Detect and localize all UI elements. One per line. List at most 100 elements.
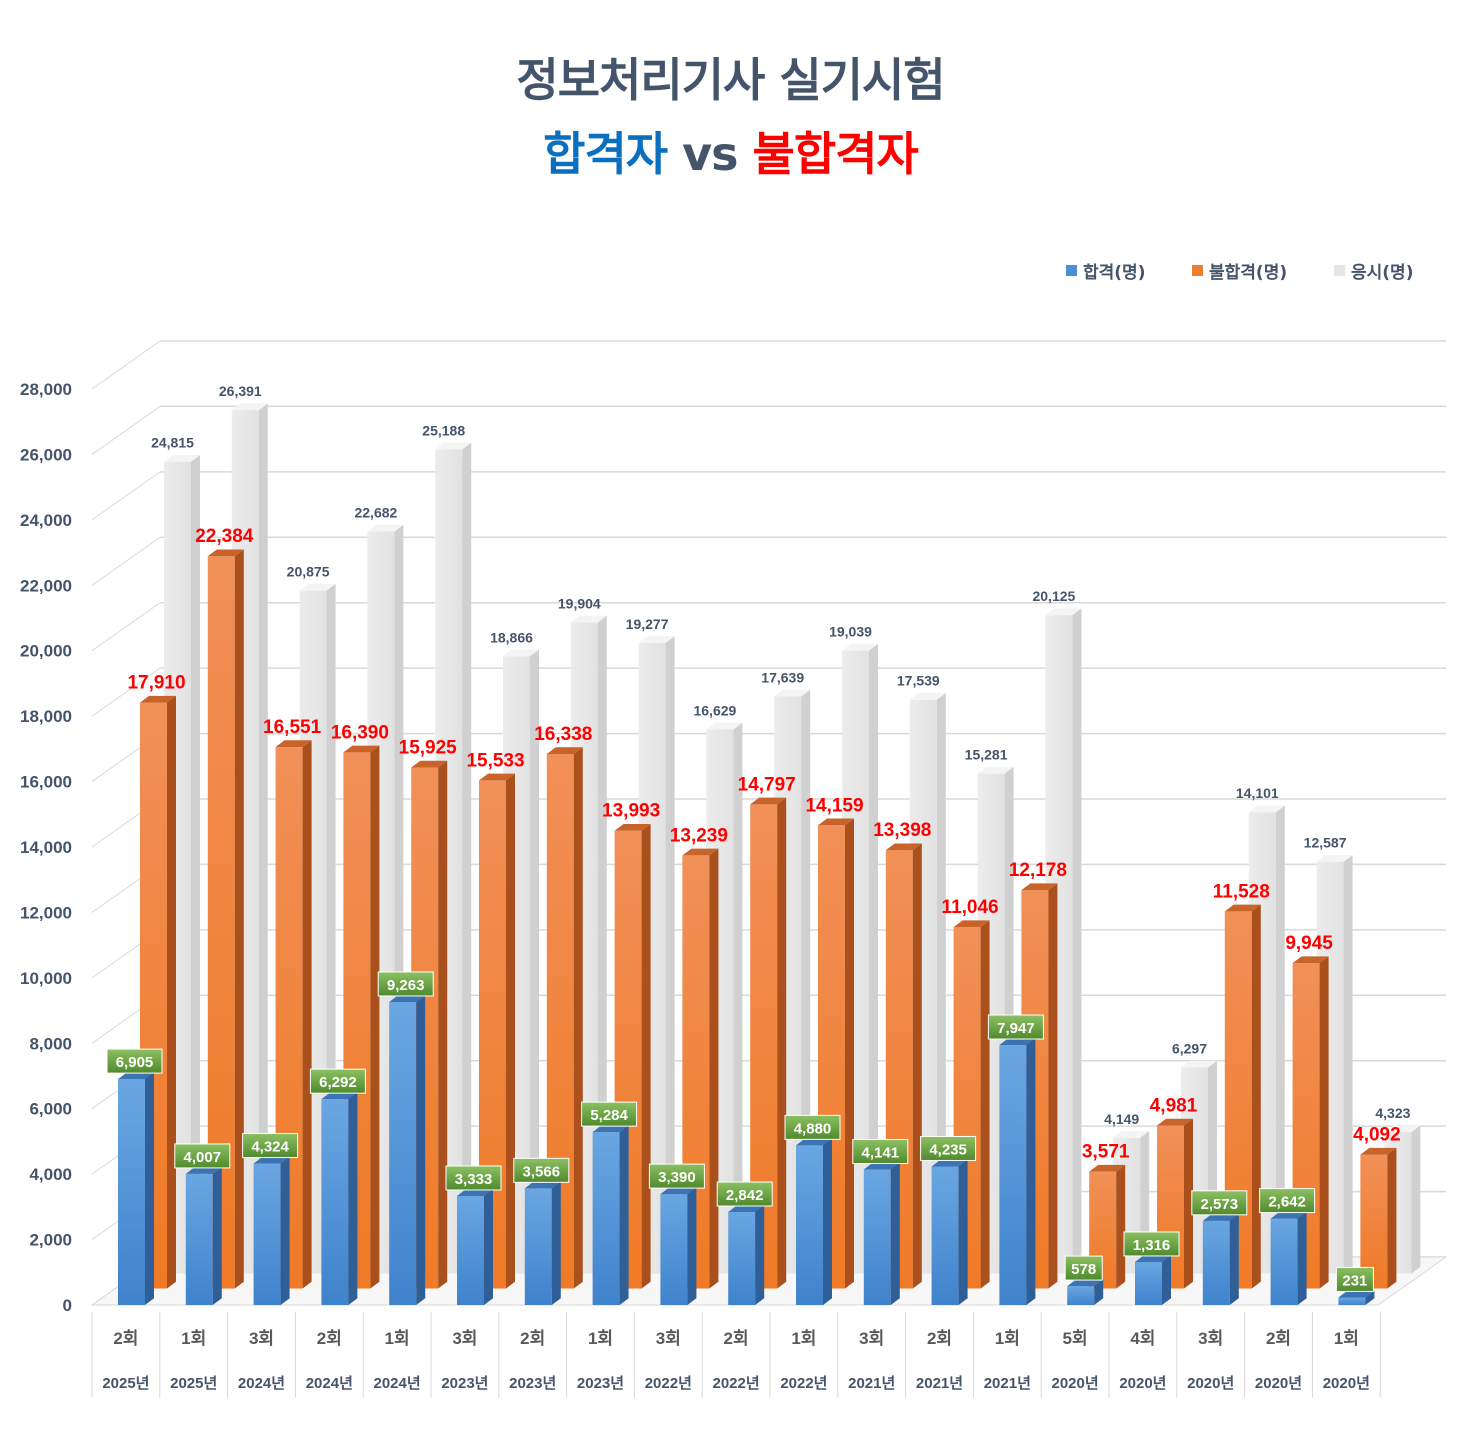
data-label-fail: 4,092 — [1353, 1125, 1401, 1146]
bar-pass-front — [524, 1188, 552, 1305]
category-year: 2022년 — [780, 1375, 827, 1392]
bar-total-side — [530, 649, 539, 1274]
y-tick-label: 4,000 — [29, 1165, 72, 1184]
data-label-total: 25,188 — [422, 422, 465, 438]
data-label-fail: 15,533 — [466, 750, 524, 771]
category-year: 2025년 — [170, 1375, 217, 1392]
bar-pass — [1270, 1211, 1307, 1305]
bar-total-side — [733, 722, 743, 1274]
data-label-total: 17,639 — [761, 669, 804, 685]
data-label-total: 19,277 — [626, 616, 669, 632]
bar-pass-front — [931, 1166, 959, 1305]
data-label-pass: 4,880 — [794, 1120, 832, 1137]
data-label-fail: 4,981 — [1150, 1096, 1198, 1117]
data-label-fail: 11,046 — [942, 897, 999, 918]
data-label-pass: 9,263 — [387, 977, 425, 994]
category-round: 1회 — [995, 1329, 1020, 1348]
bar-fail-top — [1360, 1147, 1397, 1155]
data-label-fail: 16,390 — [331, 722, 389, 743]
y-tick-label: 10,000 — [20, 969, 72, 988]
gridline-diagonal — [91, 602, 161, 652]
bar-pass-front — [389, 1001, 417, 1305]
bar-pass-front — [321, 1099, 349, 1305]
subtitle-fail-word: 불합격자 — [752, 127, 919, 181]
data-label-fail: 16,338 — [534, 724, 592, 745]
data-label-pass-box — [174, 1143, 231, 1169]
category-round: 1회 — [588, 1329, 613, 1348]
bar-pass — [796, 1138, 832, 1305]
y-tick-label: 28,000 — [20, 380, 72, 399]
bar-pass-side — [1365, 1290, 1375, 1305]
y-tick-label: 0 — [63, 1296, 72, 1315]
bar-pass-top — [118, 1072, 154, 1080]
y-tick-label: 14,000 — [20, 838, 72, 857]
category-round: 2회 — [1266, 1329, 1291, 1348]
bar-fail-side — [777, 797, 787, 1289]
bar-total-side — [1072, 608, 1082, 1274]
bar-total-side — [869, 643, 878, 1274]
data-label-pass-box — [242, 1133, 299, 1159]
bar-pass — [863, 1162, 900, 1305]
bar-fail-top — [1089, 1164, 1126, 1172]
bar-fail-top — [1157, 1118, 1193, 1126]
data-label-fail: 13,993 — [602, 801, 660, 822]
bar-fail-top — [818, 818, 854, 826]
bar-fail-top — [1292, 956, 1329, 964]
data-label-fail: 3,571 — [1082, 1142, 1130, 1163]
bar-pass-top — [457, 1189, 493, 1196]
category-year: 2022년 — [713, 1375, 760, 1392]
legend-item-total: 응시(명) — [1334, 258, 1413, 283]
bar-fail-top — [614, 823, 651, 831]
bar-pass-side — [823, 1138, 832, 1305]
bar-pass-side — [212, 1167, 222, 1305]
bar-pass-front — [592, 1132, 620, 1305]
bar-total-top — [367, 524, 404, 532]
data-label-pass: 578 — [1071, 1261, 1096, 1278]
category-round: 2회 — [113, 1329, 138, 1348]
data-label-pass: 1,316 — [1133, 1237, 1171, 1254]
category-year: 2024년 — [238, 1375, 285, 1392]
bar-fail-side — [167, 695, 176, 1289]
y-tick-label: 20,000 — [20, 642, 72, 661]
bar-pass-front — [660, 1194, 688, 1305]
bar-pass-side — [416, 995, 426, 1305]
data-label-total: 24,815 — [151, 435, 194, 451]
bar-fail-top — [1224, 904, 1261, 912]
data-label-pass-box — [581, 1101, 638, 1127]
category-year: 2021년 — [848, 1375, 895, 1392]
data-label-fail: 14,159 — [805, 795, 863, 816]
data-label-pass: 2,573 — [1201, 1196, 1239, 1213]
legend-label-pass: 합격(명) — [1083, 263, 1146, 283]
data-label-pass-box — [716, 1181, 773, 1207]
bar-pass-front — [457, 1195, 484, 1305]
bar-pass-front — [185, 1173, 213, 1305]
bar-fail-side — [1319, 956, 1329, 1289]
data-label-total: 4,323 — [1375, 1105, 1410, 1121]
bar-pass — [185, 1167, 222, 1305]
data-label-pass: 5,284 — [590, 1107, 628, 1124]
y-tick-label: 12,000 — [20, 903, 72, 922]
bar-fail-side — [1116, 1164, 1126, 1289]
category-round: 4회 — [1130, 1329, 1155, 1348]
bar-total-top — [503, 649, 539, 657]
bar-fail-top — [411, 760, 448, 768]
bar-total-top — [842, 643, 878, 651]
bar-pass-side — [890, 1162, 900, 1305]
bar-fail-side — [573, 747, 583, 1289]
y-tick-label: 8,000 — [29, 1034, 72, 1053]
bar-total-top — [164, 454, 200, 462]
category-year: 2023년 — [441, 1375, 488, 1392]
data-label-pass-box — [1123, 1231, 1180, 1257]
bar-pass — [253, 1156, 290, 1305]
data-label-total: 4,149 — [1104, 1111, 1139, 1127]
subtitle-pass-word: 합격자 — [543, 127, 668, 181]
data-label-total: 20,875 — [287, 564, 330, 580]
data-label-pass: 2,842 — [726, 1187, 764, 1204]
y-tick-label: 16,000 — [20, 773, 72, 792]
gridline-diagonal — [91, 667, 161, 717]
data-label-pass: 4,007 — [184, 1149, 222, 1166]
category-round: 3회 — [656, 1329, 681, 1348]
bar-pass-front — [253, 1163, 281, 1305]
category-round: 2회 — [724, 1329, 749, 1348]
